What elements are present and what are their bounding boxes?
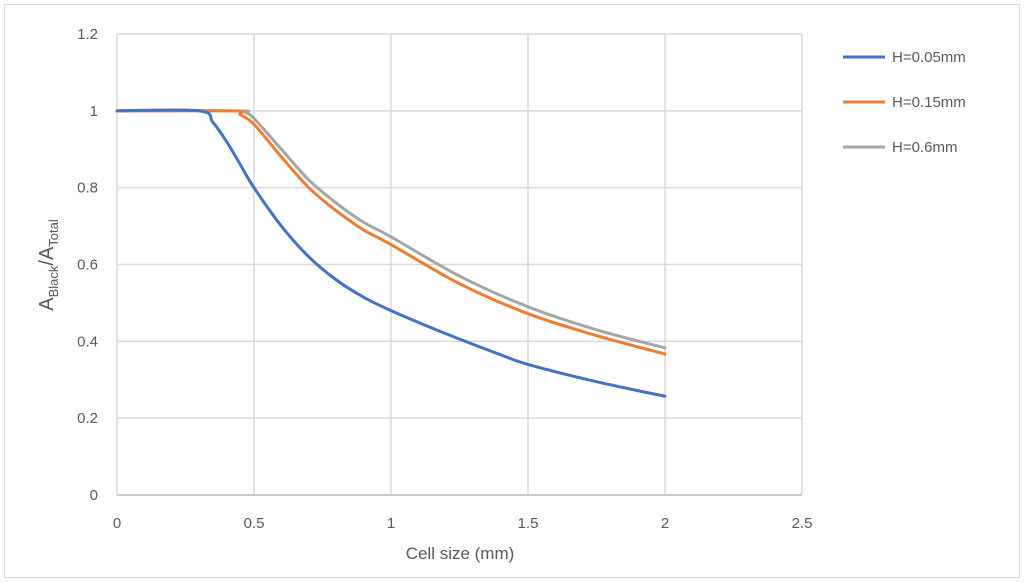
x-tick-label: 1	[387, 515, 395, 532]
x-tick-label: 1.5	[518, 515, 539, 532]
series-line-h-0-6mm	[115, 109, 667, 350]
legend-label: H=0.6mm	[892, 139, 957, 156]
series-line-h-0-15mm	[115, 109, 667, 356]
y-tick-label: 0	[90, 487, 98, 504]
y-tick-label: 1	[90, 103, 98, 120]
y-tick-label: 0.4	[77, 333, 98, 350]
x-tick-label: 2.5	[792, 515, 813, 532]
legend-label: H=0.15mm	[892, 94, 966, 111]
x-tick-label: 0	[113, 515, 121, 532]
x-tick-label: 2	[661, 515, 669, 532]
legend-label: H=0.05mm	[892, 49, 966, 66]
y-tick-label: 1.2	[77, 26, 98, 43]
y-axis-label: ABlack/ATotal	[36, 219, 61, 311]
y-tick-label: 0.8	[77, 180, 98, 197]
chart-frame	[4, 4, 1020, 578]
y-tick-label: 0.2	[77, 410, 98, 427]
y-tick-label: 0.6	[77, 257, 98, 274]
series-line-h-0-05mm	[115, 108, 667, 398]
x-tick-label: 0.5	[244, 515, 265, 532]
x-axis-label: Cell size (mm)	[406, 544, 515, 563]
